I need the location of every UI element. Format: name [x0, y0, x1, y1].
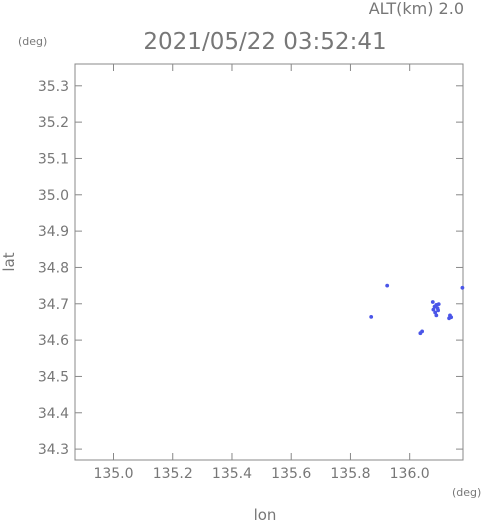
data-point	[447, 316, 451, 321]
y-tick-label: 34.8	[38, 260, 69, 276]
x-tick-label: 135.8	[330, 466, 370, 482]
x-tick-label: 135.0	[93, 466, 133, 482]
data-point	[432, 304, 437, 309]
y-tick-label: 35.1	[38, 151, 69, 167]
y-unit-label: (deg)	[18, 35, 47, 48]
x-tick-label: 136.0	[390, 466, 430, 482]
data-points	[369, 283, 465, 336]
x-tick-label: 135.2	[153, 466, 193, 482]
x-axis-label: lon	[254, 506, 277, 521]
x-tick-label: 135.4	[212, 466, 252, 482]
data-point	[433, 310, 438, 315]
y-tick-label: 34.6	[38, 333, 69, 349]
y-tick-label: 34.5	[38, 369, 69, 385]
data-point	[385, 283, 390, 288]
timestamp-title: 2021/05/22 03:52:41	[143, 29, 386, 55]
x-unit-label: (deg)	[452, 486, 481, 499]
y-tick-label: 34.7	[38, 297, 69, 313]
y-tick-label: 34.4	[38, 406, 69, 422]
data-point	[434, 313, 439, 318]
data-point	[369, 314, 374, 319]
data-point	[431, 307, 436, 312]
data-point	[460, 285, 465, 290]
y-tick-label: 34.9	[38, 224, 69, 240]
data-point	[430, 300, 435, 304]
y-axis-label: lat	[0, 252, 18, 271]
y-tick-label: 35.0	[38, 188, 69, 204]
data-point	[418, 331, 423, 336]
data-point	[436, 302, 441, 307]
y-tick-label: 34.3	[38, 442, 69, 458]
y-axis-ticks: 35.3 35.2 35.1 35.0 34.9 34.8 34.7 34.6 34.5 34.4…	[38, 79, 463, 458]
altitude-label: ALT(km) 2.0	[369, 0, 464, 18]
x-tick-label: 135.6	[271, 466, 311, 482]
y-tick-label: 35.3	[38, 79, 69, 95]
x-axis-ticks: 135.0 135.2 135.4 135.6 135.8 136.0	[93, 64, 430, 482]
plot-frame	[74, 63, 464, 461]
y-tick-label: 35.2	[38, 115, 69, 131]
data-point	[436, 308, 441, 313]
